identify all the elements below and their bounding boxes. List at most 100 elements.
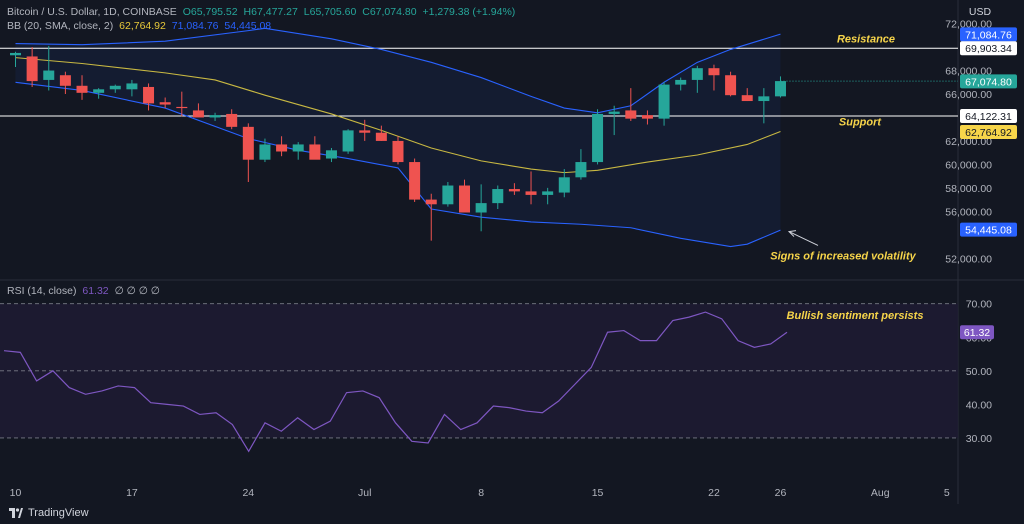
candle[interactable]: [375, 125, 387, 141]
candle-body: [93, 89, 105, 93]
candle[interactable]: [59, 71, 71, 94]
candle[interactable]: [525, 171, 537, 205]
time-axis[interactable]: 10 17 24 Jul 8 15 22 26 Aug 5: [10, 487, 950, 499]
price-tick-label: 56,000.00: [945, 206, 992, 218]
candle[interactable]: [725, 71, 737, 97]
candle-body: [309, 144, 321, 160]
candle-body: [209, 115, 221, 118]
tradingview-logo-icon[interactable]: [9, 508, 23, 518]
arrowhead-icon: [787, 230, 797, 237]
rsi-label[interactable]: RSI (14, close): [7, 285, 77, 297]
annotation-signs-of-increased-volatility: Signs of increased volatility: [770, 250, 916, 262]
candle-body: [375, 132, 387, 141]
price-tick-label: 66,000.00: [945, 89, 992, 101]
candle-body: [575, 162, 587, 178]
candle-body: [758, 96, 770, 102]
candle[interactable]: [641, 110, 653, 125]
candle[interactable]: [259, 138, 271, 163]
bb-basis-line[interactable]: [15, 57, 781, 174]
candle[interactable]: [675, 77, 687, 91]
candle[interactable]: [592, 109, 604, 165]
candle[interactable]: [109, 84, 121, 93]
candle-body: [725, 75, 737, 96]
price-axis[interactable]: 72,000.0068,000.0066,000.0062,000.0060,0…: [945, 19, 992, 445]
brand-name[interactable]: TradingView: [28, 507, 89, 519]
currency-button[interactable]: USD: [968, 6, 992, 18]
candle[interactable]: [492, 185, 504, 209]
price-tag-box: [960, 27, 1017, 42]
price-tag: 71,084.76: [960, 27, 1017, 41]
bb-lower-line[interactable]: [15, 81, 781, 248]
candle[interactable]: [691, 65, 703, 93]
candle[interactable]: [459, 179, 471, 213]
price-tick-label: 60,000.00: [945, 159, 992, 171]
candle[interactable]: [542, 187, 554, 205]
symbol-header: Bitcoin / U.S. Dollar, 1D, COINBASE O65,…: [7, 6, 518, 18]
candle[interactable]: [575, 149, 587, 180]
candle[interactable]: [76, 75, 88, 100]
candle[interactable]: [242, 123, 254, 182]
price-tag-label: 64,122.31: [965, 111, 1012, 123]
bb-label[interactable]: BB (20, SMA, close, 2): [7, 20, 114, 32]
price-tag-box: [960, 109, 1017, 124]
candle[interactable]: [43, 45, 55, 91]
candle[interactable]: [442, 182, 454, 207]
candle-body: [658, 84, 670, 119]
rsi-line[interactable]: [3, 311, 788, 453]
candle[interactable]: [425, 193, 437, 241]
candle[interactable]: [342, 129, 354, 154]
candle-body: [109, 85, 121, 90]
rsi-pane[interactable]: Bullish sentiment persists: [0, 303, 958, 453]
low-value: L65,705.60: [303, 6, 357, 18]
time-tick-label: 10: [10, 487, 22, 499]
candle[interactable]: [359, 119, 371, 141]
open-value: O65,795.52: [182, 6, 238, 18]
candle[interactable]: [10, 51, 21, 68]
time-tick-label: 5: [944, 487, 950, 499]
candle[interactable]: [126, 79, 138, 97]
candle[interactable]: [192, 103, 204, 118]
candle-body: [625, 110, 637, 119]
candle[interactable]: [558, 169, 570, 198]
candle[interactable]: [409, 158, 421, 202]
candle-body: [475, 203, 487, 213]
candle[interactable]: [608, 105, 620, 136]
candle[interactable]: [209, 112, 221, 121]
candle-body: [675, 79, 687, 85]
time-tick-label: 22: [708, 487, 720, 499]
candle-body: [325, 150, 337, 159]
candle[interactable]: [392, 136, 404, 165]
candle[interactable]: [143, 83, 155, 111]
candle[interactable]: [276, 136, 288, 157]
candle[interactable]: [325, 147, 337, 163]
bb-upper-line[interactable]: [15, 27, 781, 114]
candle[interactable]: [625, 88, 637, 121]
time-tick-label: 8: [478, 487, 484, 499]
candle-body: [425, 199, 437, 205]
symbol-label: Bitcoin / U.S. Dollar, 1D, COINBASE: [7, 6, 177, 18]
candle[interactable]: [93, 88, 105, 99]
price-pane[interactable]: Resistance Support Signs of increased vola…: [0, 27, 958, 262]
candle[interactable]: [309, 136, 321, 160]
candle[interactable]: [26, 47, 38, 87]
candle[interactable]: [292, 142, 304, 160]
candle[interactable]: [758, 88, 770, 124]
rsi-extras: ∅ ∅ ∅ ∅: [114, 285, 160, 297]
candle[interactable]: [741, 88, 753, 102]
candle[interactable]: [774, 76, 786, 98]
rsi-tag-label: 61.32: [964, 327, 990, 339]
candle-body: [409, 162, 421, 200]
rsi-tick-label: 30.00: [966, 433, 992, 445]
candle-body: [276, 144, 288, 152]
candle[interactable]: [159, 97, 171, 109]
candle[interactable]: [475, 184, 487, 232]
candle[interactable]: [658, 82, 670, 126]
time-tick-label: Jul: [358, 487, 371, 499]
candle[interactable]: [176, 91, 188, 117]
candle[interactable]: [508, 183, 520, 195]
candle[interactable]: [708, 64, 720, 91]
candle-body: [608, 111, 620, 114]
candle[interactable]: [226, 109, 238, 130]
candle-body: [708, 68, 720, 76]
rsi-tick-label: 70.00: [966, 299, 992, 311]
